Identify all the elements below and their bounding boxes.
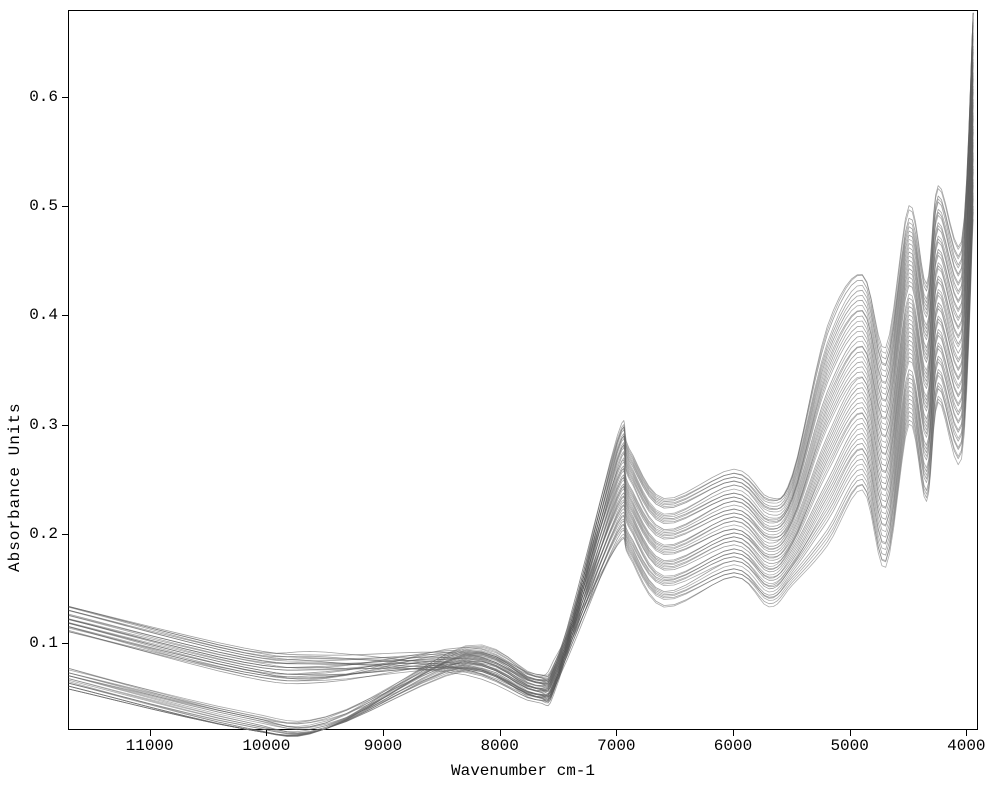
x-tick-label: 4000	[936, 738, 996, 754]
spectrum-line	[69, 13, 973, 736]
y-tick-label: 0.2	[29, 526, 58, 542]
y-tick-mark	[62, 534, 68, 535]
spectrum-line	[69, 186, 973, 696]
figure-container: 0.1 0.2 0.3 0.4 0.5 0.6 11000 10000 9000 8000 700…	[0, 0, 1000, 801]
x-tick-label: 5000	[820, 738, 880, 754]
spectrum-line	[69, 116, 973, 685]
x-tick-mark	[966, 730, 967, 736]
spectrum-line	[69, 132, 973, 689]
x-tick-label: 8000	[470, 738, 530, 754]
spectrum-line	[69, 143, 973, 692]
y-tick-mark	[62, 315, 68, 316]
spectrum-line	[69, 76, 973, 734]
x-tick-label: 6000	[703, 738, 763, 754]
x-tick-label: 11000	[120, 738, 180, 754]
spectrum-line	[69, 113, 973, 729]
spectrum-line	[69, 23, 973, 728]
y-tick-mark	[62, 206, 68, 207]
x-tick-label: 10000	[236, 738, 296, 754]
spectrum-line	[69, 46, 973, 702]
spectra-lines	[69, 11, 979, 731]
spectrum-line	[69, 140, 973, 737]
spectrum-line	[69, 33, 973, 733]
spectrum-line	[69, 13, 973, 694]
y-axis-label: Absorbance Units	[6, 248, 24, 572]
x-tick-label: 7000	[586, 738, 646, 754]
x-tick-mark	[266, 730, 267, 736]
x-tick-mark	[733, 730, 734, 736]
y-tick-mark	[62, 425, 68, 426]
spectrum-line	[69, 100, 973, 684]
spectrum-line	[69, 146, 973, 728]
x-tick-mark	[616, 730, 617, 736]
x-tick-mark	[150, 730, 151, 736]
spectrum-line	[69, 60, 973, 724]
x-tick-label: 9000	[353, 738, 413, 754]
y-tick-label: 0.3	[29, 417, 58, 433]
spectrum-line	[69, 26, 973, 701]
spectrum-line	[69, 20, 973, 698]
y-tick-label: 0.4	[29, 307, 58, 323]
x-tick-mark	[500, 730, 501, 736]
spectrum-line	[69, 180, 973, 697]
x-axis-label: Wavenumber cm-1	[68, 762, 978, 780]
spectrum-line	[69, 166, 973, 735]
spectrum-line	[69, 169, 973, 695]
y-tick-label: 0.1	[29, 635, 58, 651]
spectrum-line	[69, 86, 973, 735]
spectrum-line	[69, 212, 973, 679]
y-tick-label: 0.5	[29, 198, 58, 214]
spectrum-line	[69, 159, 973, 692]
y-tick-mark	[62, 643, 68, 644]
spectrum-line	[69, 39, 973, 736]
x-tick-mark	[383, 730, 384, 736]
x-tick-mark	[850, 730, 851, 736]
plot-area	[68, 10, 978, 730]
y-tick-label: 0.6	[29, 89, 58, 105]
spectrum-line	[69, 206, 973, 700]
y-tick-mark	[62, 97, 68, 98]
spectrum-line	[69, 73, 973, 677]
